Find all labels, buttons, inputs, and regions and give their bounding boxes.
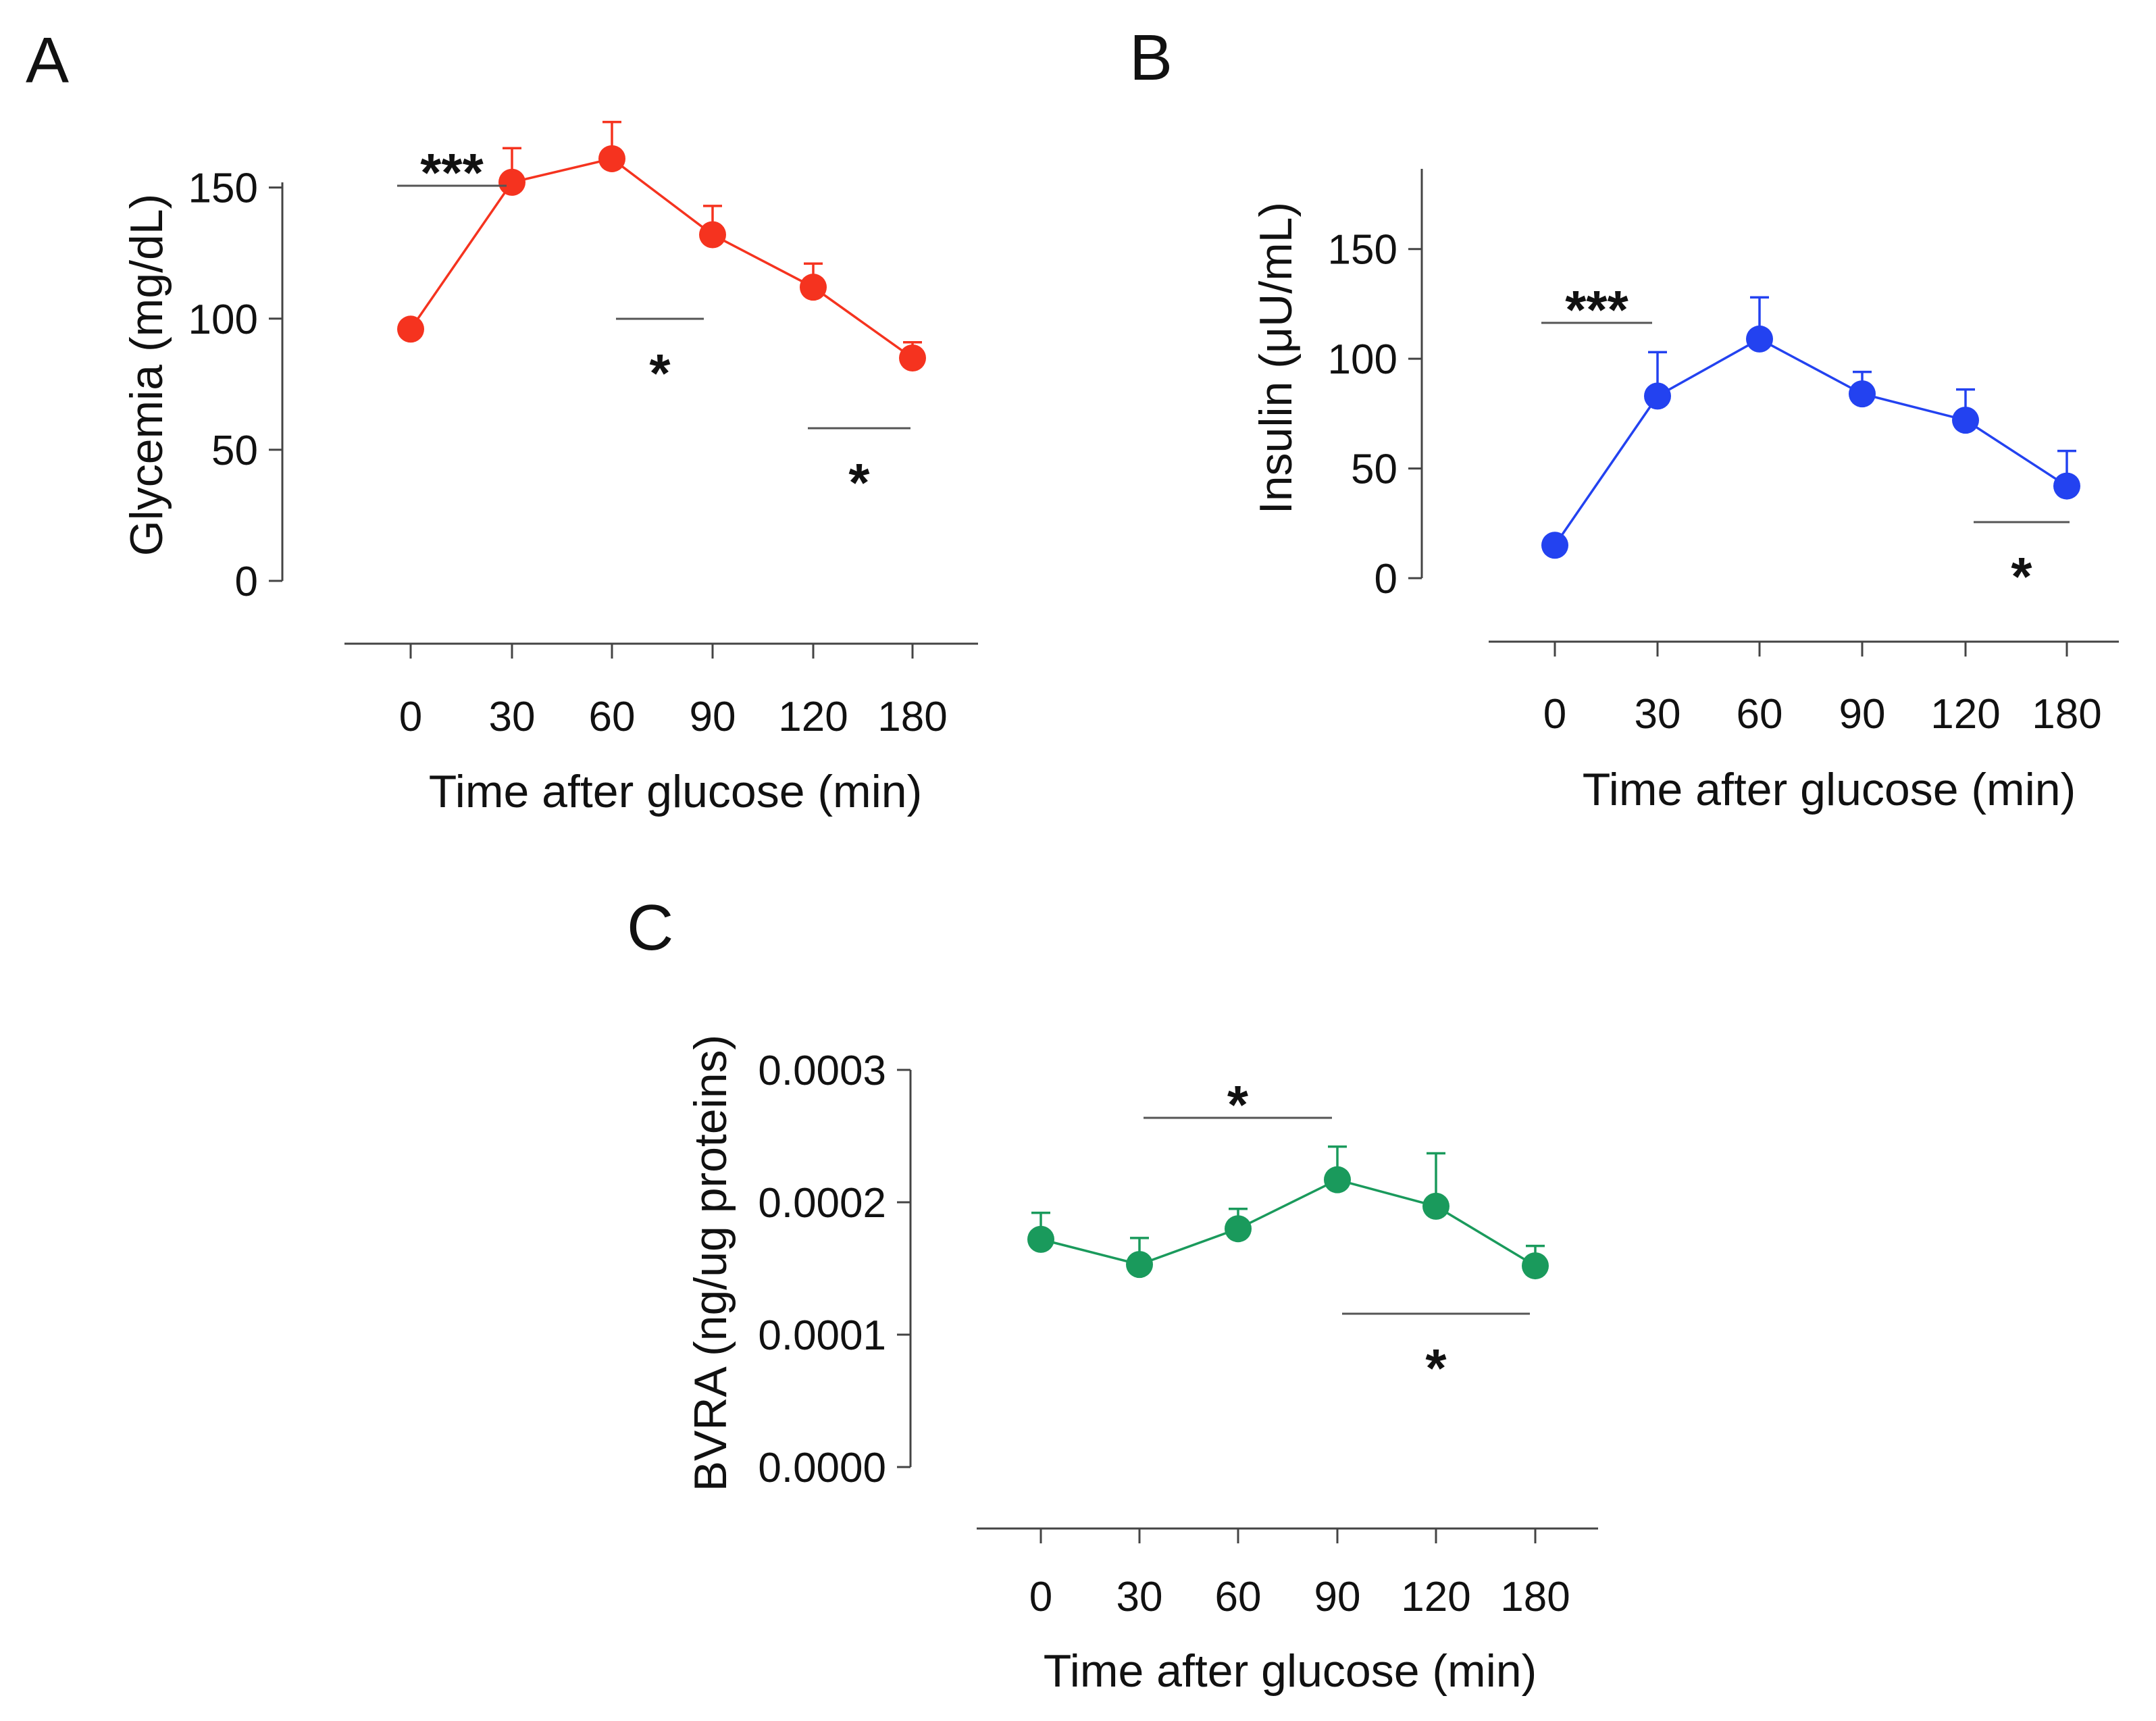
significance-label: * (2011, 546, 2032, 607)
x-tick-label: 90 (1839, 691, 1886, 738)
significance-label: * (848, 453, 870, 513)
y-tick-label: 0.0002 (758, 1180, 886, 1227)
x-tick-label: 120 (1401, 1574, 1470, 1620)
data-point (1952, 407, 1979, 434)
x-tick-label: 180 (877, 694, 947, 740)
data-point (2053, 472, 2080, 500)
y-tick-label: 0.0001 (758, 1312, 886, 1359)
significance-label: * (1425, 1338, 1447, 1398)
series-line (1040, 1178, 1536, 1267)
x-tick-label: 30 (1116, 1574, 1163, 1620)
panel-c: 0.0000 0.0001 0.0002 0.0003 0 30 60 90 120 180 Tim… (685, 1035, 1598, 1697)
data-point (1541, 532, 1568, 559)
panel-label-b: B (1129, 22, 1173, 94)
y-tick-label: 0 (235, 559, 258, 605)
data-point (1522, 1252, 1549, 1280)
x-axis-title: Time after glucose (min) (429, 766, 923, 817)
significance-label: * (649, 343, 671, 403)
x-tick-label: 90 (1314, 1574, 1361, 1620)
y-tick-label: 0 (1375, 556, 1397, 602)
series-line (409, 157, 914, 359)
data-point (1126, 1251, 1153, 1279)
panel-label-c: C (627, 892, 673, 964)
significance-label: *** (420, 143, 484, 203)
x-tick-label: 60 (1737, 691, 1783, 738)
data-point (397, 315, 424, 343)
panel-b: 0 50 100 150 0 30 60 90 120 180 Time after glucose… (1250, 169, 2119, 815)
x-tick-label: 0 (399, 694, 422, 740)
data-point (699, 221, 726, 249)
y-tick-label: 150 (188, 165, 258, 212)
x-axis-title: Time after glucose (min) (1583, 764, 2076, 815)
data-point (1746, 325, 1773, 353)
x-tick-label: 180 (2032, 691, 2101, 738)
data-point (598, 145, 625, 172)
x-tick-label: 30 (489, 694, 536, 740)
data-point (1324, 1166, 1351, 1193)
series-line (1554, 337, 2068, 546)
y-axis-title: Insulin (μU/mL) (1250, 202, 1302, 514)
y-axis-title: BVRA (ng/ug proteins) (685, 1035, 736, 1492)
data-point (1644, 382, 1671, 410)
x-tick-label: 120 (778, 694, 848, 740)
y-tick-label: 100 (188, 297, 258, 343)
x-tick-label: 30 (1635, 691, 1681, 738)
y-axis-title: Glycemia (mg/dL) (121, 194, 172, 557)
data-point (1027, 1225, 1054, 1253)
x-tick-label: 60 (589, 694, 636, 740)
x-tick-label: 0 (1029, 1574, 1052, 1620)
data-point (1225, 1215, 1252, 1243)
panel-a: 0 50 100 150 0 30 60 90 120 180 Time after glucose… (121, 120, 978, 817)
x-tick-label: 0 (1543, 691, 1566, 738)
x-tick-label: 90 (690, 694, 736, 740)
data-point (899, 344, 926, 371)
data-point (498, 168, 525, 196)
y-tick-label: 0.0000 (758, 1445, 886, 1491)
significance-label: *** (1565, 280, 1628, 340)
significance-label: * (1227, 1075, 1249, 1135)
data-point (800, 274, 827, 301)
y-tick-label: 50 (211, 428, 258, 474)
x-tick-label: 120 (1930, 691, 2000, 738)
data-point (1849, 380, 1876, 408)
panel-label-a: A (26, 24, 69, 97)
data-point (1422, 1192, 1449, 1220)
x-tick-label: 60 (1215, 1574, 1262, 1620)
y-tick-label: 0.0003 (758, 1048, 886, 1094)
x-tick-label: 180 (1500, 1574, 1570, 1620)
y-tick-label: 50 (1351, 446, 1397, 493)
y-tick-label: 100 (1328, 336, 1397, 383)
x-axis-title: Time after glucose (min) (1044, 1645, 1537, 1697)
y-tick-label: 150 (1328, 227, 1397, 274)
